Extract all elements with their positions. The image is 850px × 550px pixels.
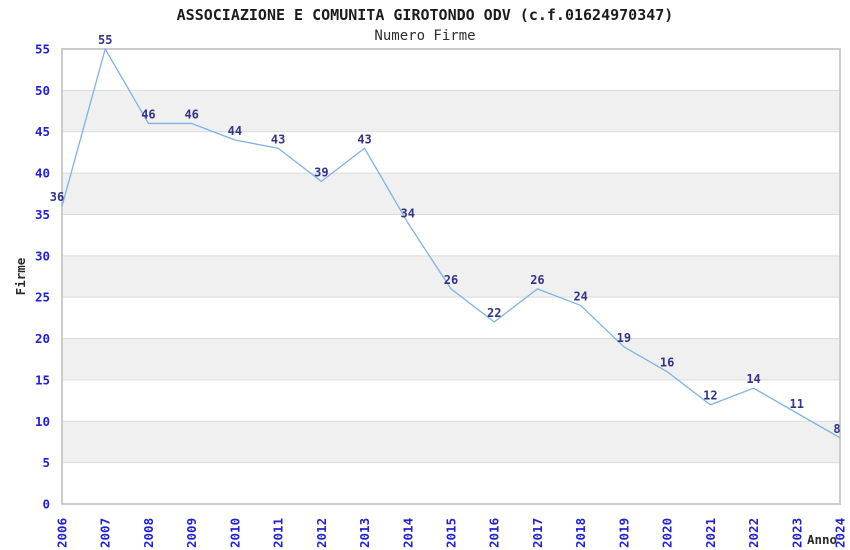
y-tick-label: 35	[35, 207, 50, 222]
x-tick-label: 2007	[98, 518, 113, 548]
x-tick-label: 2009	[184, 518, 199, 548]
value-label: 8	[833, 422, 840, 436]
x-tick-label: 2023	[789, 518, 804, 548]
x-tick-label: 2014	[400, 518, 415, 548]
x-tick-label: 2017	[530, 518, 545, 548]
y-tick-label: 0	[42, 497, 50, 512]
value-label: 14	[746, 372, 760, 386]
y-tick-label: 50	[35, 83, 50, 98]
x-tick-label: 2010	[227, 518, 242, 548]
x-tick-label: 2012	[314, 518, 329, 548]
plot-band	[62, 255, 840, 298]
y-tick-label: 30	[35, 248, 50, 263]
y-tick-label: 25	[35, 290, 50, 305]
y-tick-label: 15	[35, 372, 50, 387]
y-axis-title: Firme	[13, 257, 28, 295]
value-label: 22	[487, 306, 501, 320]
value-label: 43	[271, 132, 285, 146]
plot-band	[62, 421, 840, 463]
y-tick-label: 5	[42, 455, 50, 470]
x-tick-label: 2013	[357, 518, 372, 548]
value-label: 11	[790, 397, 804, 411]
x-tick-label: 2020	[660, 518, 675, 548]
y-tick-label: 10	[35, 414, 50, 429]
plot-band	[62, 173, 840, 215]
x-tick-label: 2006	[55, 518, 70, 548]
x-tick-label: 2015	[444, 518, 459, 548]
value-label: 55	[98, 33, 112, 47]
value-label: 39	[314, 165, 328, 179]
value-label: 12	[703, 389, 717, 403]
value-label: 26	[444, 273, 458, 287]
chart-title: ASSOCIAZIONE E COMUNITA GIROTONDO ODV (c…	[176, 6, 674, 24]
plot-band	[62, 338, 840, 380]
value-label: 36	[50, 190, 64, 204]
y-tick-label: 55	[35, 42, 50, 57]
y-tick-label: 45	[35, 124, 50, 139]
value-label: 16	[660, 356, 674, 370]
plot-border	[61, 48, 841, 505]
value-label: 44	[228, 124, 242, 138]
x-tick-label: 2008	[141, 518, 156, 548]
x-tick-label: 2016	[487, 518, 502, 548]
value-label: 46	[184, 107, 198, 121]
y-tick-label: 40	[35, 166, 50, 181]
x-tick-label: 2019	[616, 518, 631, 548]
y-tick-label: 20	[35, 331, 50, 346]
data-line	[61, 48, 841, 439]
chart-subtitle: Numero Firme	[374, 28, 476, 44]
value-label: 24	[573, 289, 587, 303]
value-label: 46	[141, 107, 155, 121]
value-label: 34	[401, 207, 415, 221]
x-tick-label: 2011	[271, 518, 286, 548]
x-tick-label: 2022	[746, 518, 761, 548]
x-tick-label: 2021	[703, 518, 718, 548]
value-label: 26	[530, 273, 544, 287]
value-label: 43	[357, 132, 371, 146]
x-axis-title: Anno	[807, 532, 837, 547]
plot-band	[62, 90, 840, 132]
x-tick-label: 2018	[573, 518, 588, 548]
value-label: 19	[617, 331, 631, 345]
x-tick-label: 2024	[833, 518, 848, 548]
